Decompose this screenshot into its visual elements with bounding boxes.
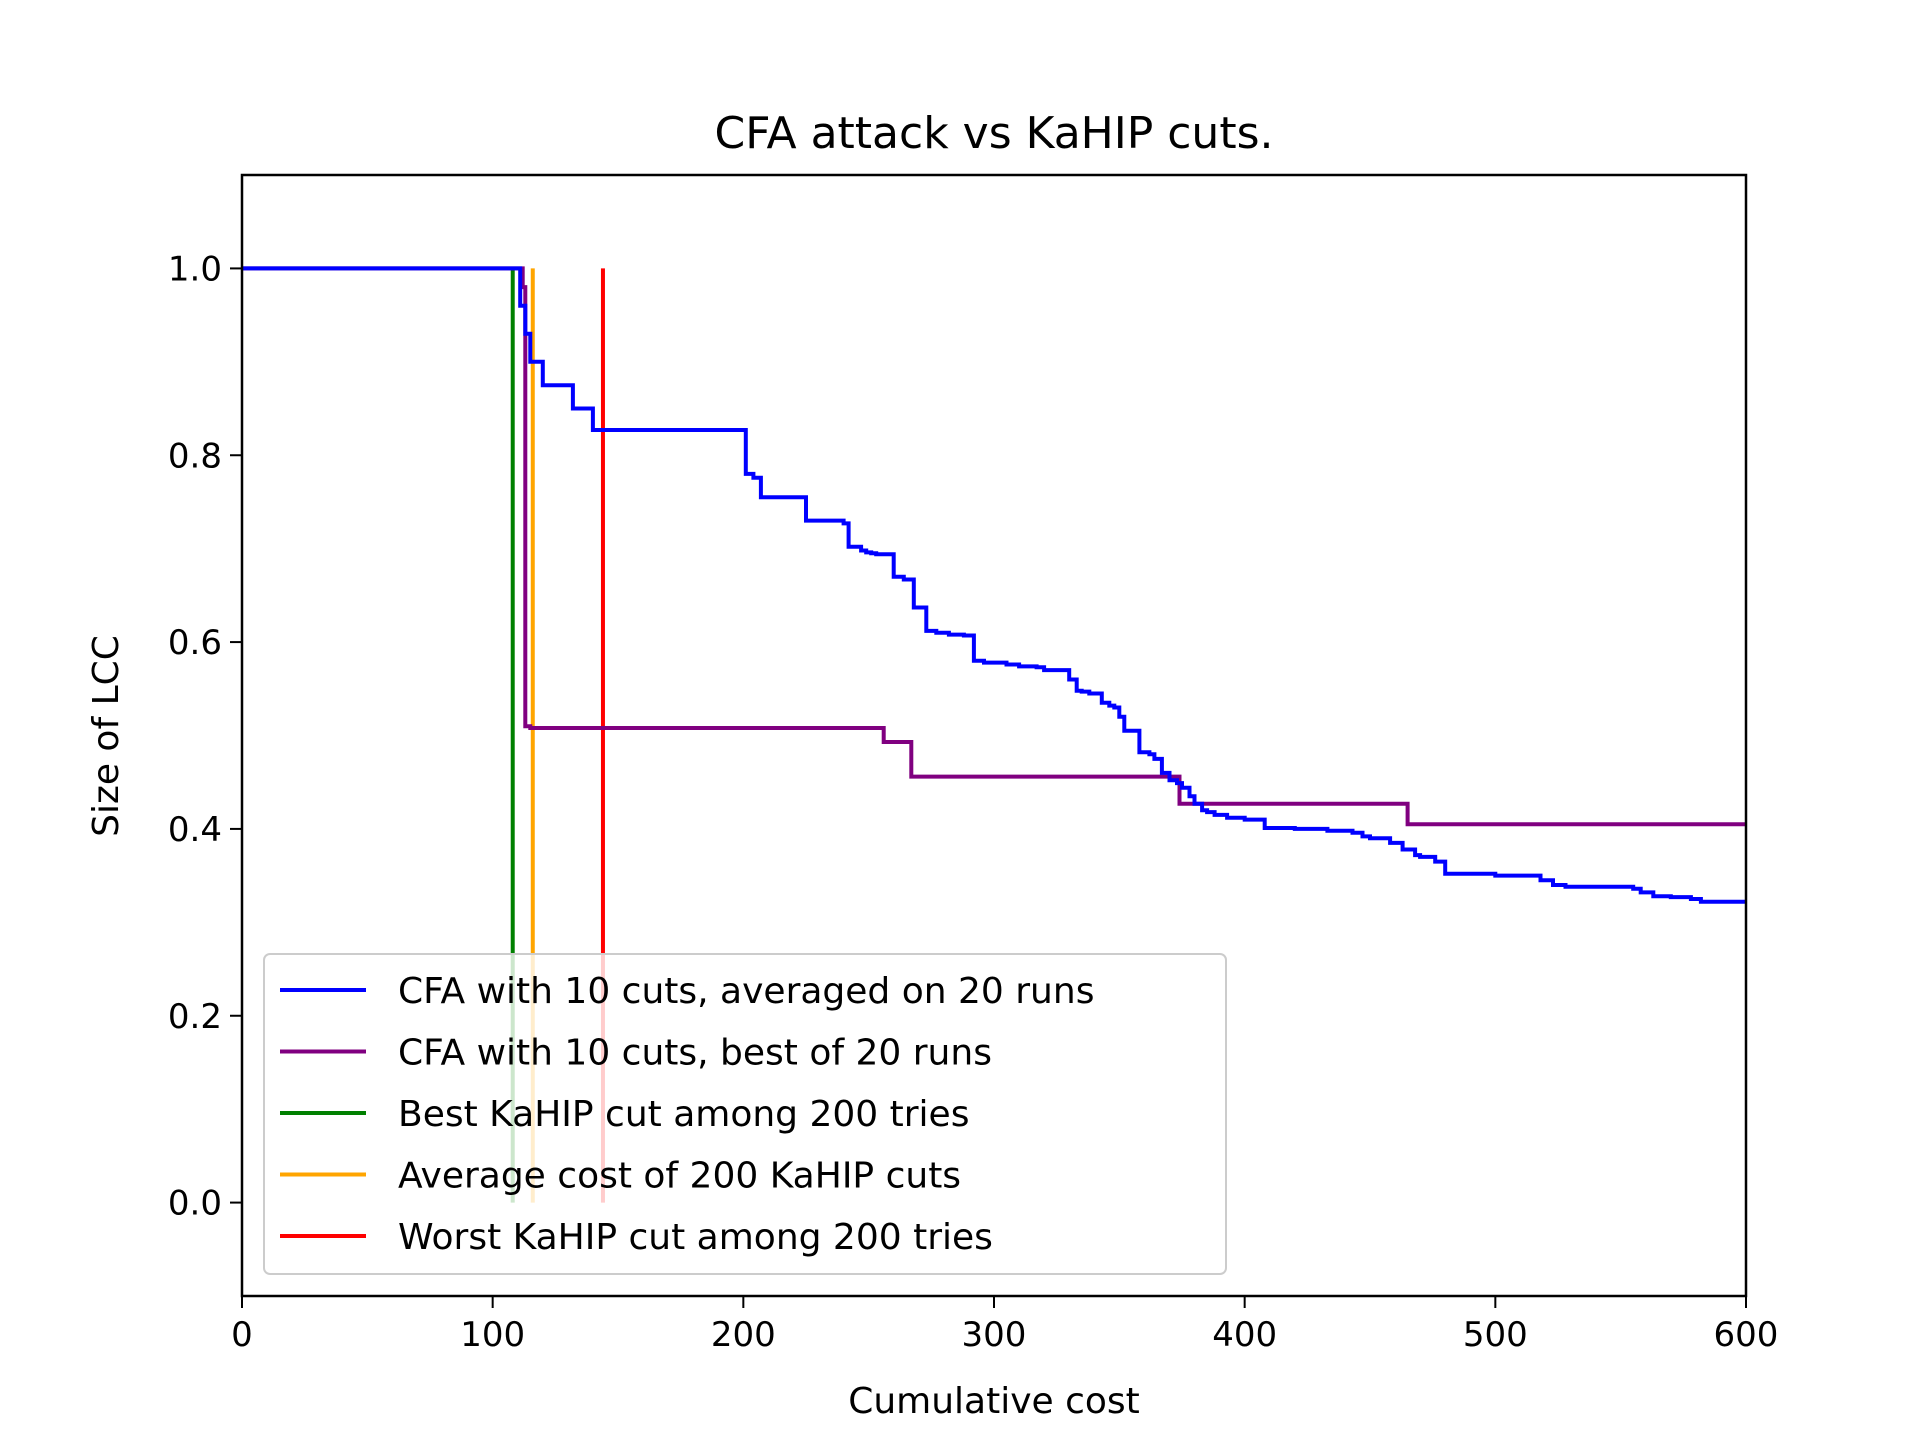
legend-entry: CFA with 10 cuts, averaged on 20 runs <box>398 971 1094 1012</box>
y-axis-label: Size of LCC <box>86 635 127 837</box>
y-tick-label: 0.6 <box>168 623 222 663</box>
x-tick-label: 600 <box>1714 1315 1779 1355</box>
y-tick-label: 0.0 <box>168 1184 222 1224</box>
x-tick-label: 400 <box>1212 1315 1277 1355</box>
legend: CFA with 10 cuts, averaged on 20 runs CFA… <box>263 953 1227 1275</box>
y-tick-label: 0.2 <box>168 997 222 1037</box>
x-axis-label: Cumulative cost <box>848 1381 1140 1422</box>
y-tick-label: 1.0 <box>168 249 222 289</box>
legend-entry: CFA with 10 cuts, best of 20 runs <box>398 1033 992 1074</box>
series-2-line <box>242 266 1746 827</box>
legend-entry: Best KaHIP cut among 200 tries <box>398 1094 969 1135</box>
x-tick-label: 500 <box>1463 1315 1528 1355</box>
x-tick-label: 100 <box>460 1315 525 1355</box>
y-tick-label: 0.8 <box>168 436 222 476</box>
legend-entry: Worst KaHIP cut among 200 tries <box>398 1217 993 1258</box>
x-tick-label: 0 <box>231 1315 253 1355</box>
y-tick-label: 0.4 <box>168 810 222 850</box>
legend-box <box>263 953 1227 1275</box>
x-tick-label: 300 <box>962 1315 1027 1355</box>
legend-entry: Average cost of 200 KaHIP cuts <box>398 1156 961 1197</box>
x-axis: 0 100 200 300 400 500 600 <box>231 1296 1778 1355</box>
x-tick-label: 200 <box>711 1315 776 1355</box>
y-axis: 0.0 0.2 0.4 0.6 0.8 1.0 <box>168 249 242 1224</box>
series-1-line <box>242 266 1746 904</box>
chart-title: CFA attack vs KaHIP cuts. <box>715 108 1274 159</box>
